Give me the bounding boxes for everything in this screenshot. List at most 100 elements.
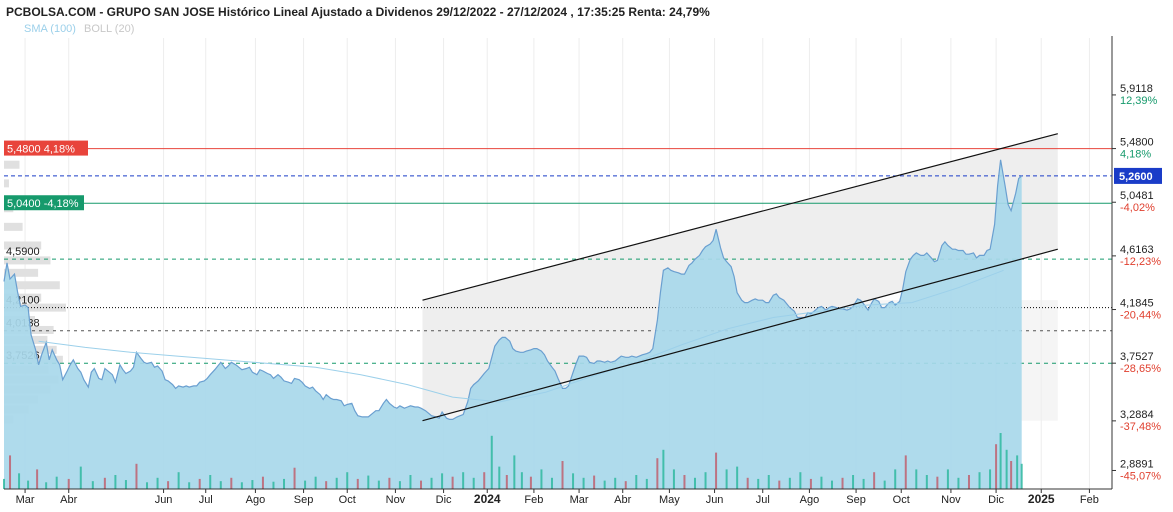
volume-bar-82	[841, 477, 844, 489]
volume-bar-73	[746, 477, 749, 489]
volume-bar-46	[483, 472, 486, 489]
volume-bar-35	[367, 475, 370, 489]
x-tick-label-11: Mar	[570, 494, 589, 506]
volume-bar-77	[788, 477, 791, 489]
volume-bar-62	[635, 475, 638, 489]
volume-bar-58	[593, 475, 596, 489]
volume-bar-48	[498, 466, 501, 489]
last-price-tag-text: 5,2600	[1119, 171, 1153, 183]
volume-bar-36	[377, 480, 380, 489]
sma-path	[38, 269, 1004, 403]
volume-profile-bar-7	[4, 281, 60, 290]
x-tick-label-14: Jun	[706, 494, 724, 506]
volume-bar-52	[529, 476, 532, 489]
volume-bar-59	[603, 480, 606, 489]
volume-bar-97	[995, 444, 998, 489]
x-tick-label-2: Jun	[155, 494, 173, 506]
x-tick-label-21: 2025	[1028, 492, 1055, 506]
volume-bar-39	[409, 475, 412, 489]
volume-bar-8	[79, 466, 82, 489]
volume-bar-3	[27, 480, 30, 489]
volume-bar-32	[335, 477, 338, 489]
y-tick-value-6: 3,2884	[1120, 409, 1154, 421]
volume-bar-14	[146, 482, 149, 489]
volume-bar-68	[693, 477, 696, 489]
volume-profile-bar-3	[4, 222, 23, 231]
x-tick-label-7: Nov	[386, 494, 406, 506]
volume-bar-69	[704, 472, 707, 489]
volume-bar-30	[314, 476, 317, 489]
volume-bar-11	[114, 475, 117, 489]
volume-bar-89	[915, 469, 918, 489]
volume-bar-93	[957, 477, 960, 489]
volume-bar-72	[736, 466, 739, 489]
volume-bar-50	[513, 455, 516, 489]
volume-bar-101	[1016, 455, 1019, 489]
x-tick-label-12: Abr	[614, 494, 631, 506]
y-tick-value-7: 2,8891	[1120, 458, 1154, 470]
volume-bar-37	[388, 477, 391, 489]
volume-bar-84	[862, 478, 865, 489]
volume-bar-66	[672, 469, 675, 489]
volume-bar-79	[809, 478, 812, 489]
volume-bar-19	[198, 478, 201, 489]
volume-bar-86	[883, 480, 886, 489]
volume-bar-34	[356, 478, 359, 489]
volume-bar-91	[936, 476, 939, 489]
y-tick-value-3: 4,6163	[1120, 244, 1154, 256]
volume-bar-51	[520, 472, 523, 489]
volume-profile-bar-4	[4, 241, 42, 250]
volume-bar-20	[209, 475, 212, 489]
volume-bar-7	[67, 478, 70, 489]
volume-bar-92	[946, 469, 949, 489]
volume-bar-25	[261, 476, 264, 489]
volume-bar-5	[45, 482, 48, 489]
x-tick-label-17: Sep	[846, 494, 866, 506]
volume-bar-33	[346, 472, 349, 489]
volume-bar-53	[540, 469, 543, 489]
x-tick-label-19: Nov	[941, 494, 961, 506]
volume-bar-12	[124, 480, 127, 489]
volume-bar-75	[767, 475, 770, 489]
x-tick-label-16: Ago	[800, 494, 820, 506]
volume-bar-80	[820, 476, 823, 489]
volume-profile-bar-8	[4, 293, 42, 302]
x-tick-label-5: Sep	[294, 494, 314, 506]
x-tick-label-20: Dic	[988, 494, 1004, 506]
x-tick-label-18: Oct	[893, 494, 910, 506]
volume-profile-bar-5	[4, 256, 51, 265]
volume-profile-bar-1	[4, 179, 9, 188]
volume-bar-57	[582, 477, 585, 489]
volume-bar-49	[505, 475, 508, 489]
volume-bar-70	[715, 452, 718, 489]
volume-bar-87	[894, 469, 897, 489]
volume-bar-10	[103, 477, 106, 489]
x-tick-label-9: 2024	[474, 492, 501, 506]
y-tick-pct-6: -37,48%	[1120, 421, 1161, 433]
volume-bar-17	[177, 472, 180, 489]
x-tick-label-22: Feb	[1080, 494, 1099, 506]
volume-bar-9	[91, 481, 94, 489]
volume-profile-bar-6	[4, 268, 39, 277]
y-tick-value-1: 5,4800	[1120, 137, 1154, 149]
volume-bar-16	[167, 481, 170, 489]
y-tick-pct-7: -45,07%	[1120, 470, 1161, 482]
sma-line	[38, 269, 1004, 403]
volume-bar-27	[283, 478, 286, 489]
x-tick-label-4: Ago	[246, 494, 266, 506]
volume-bar-43	[451, 476, 454, 489]
volume-bar-88	[904, 455, 907, 489]
volume-bar-61	[624, 481, 627, 489]
volume-bar-64	[656, 458, 659, 489]
volume-bar-102	[1020, 463, 1023, 489]
volume-bar-56	[572, 473, 575, 489]
volume-bar-45	[472, 477, 475, 489]
y-tick-value-5: 3,7527	[1120, 351, 1154, 363]
channel-lower-line	[422, 248, 1058, 422]
y-tick-pct-3: -12,23%	[1120, 256, 1161, 268]
volume-bar-42	[441, 473, 444, 489]
volume-bar-63	[645, 478, 648, 489]
legend-sma: SMA (100)	[24, 23, 76, 35]
volume-bar-22	[230, 477, 233, 489]
y-tick-pct-4: -20,44%	[1120, 310, 1161, 322]
